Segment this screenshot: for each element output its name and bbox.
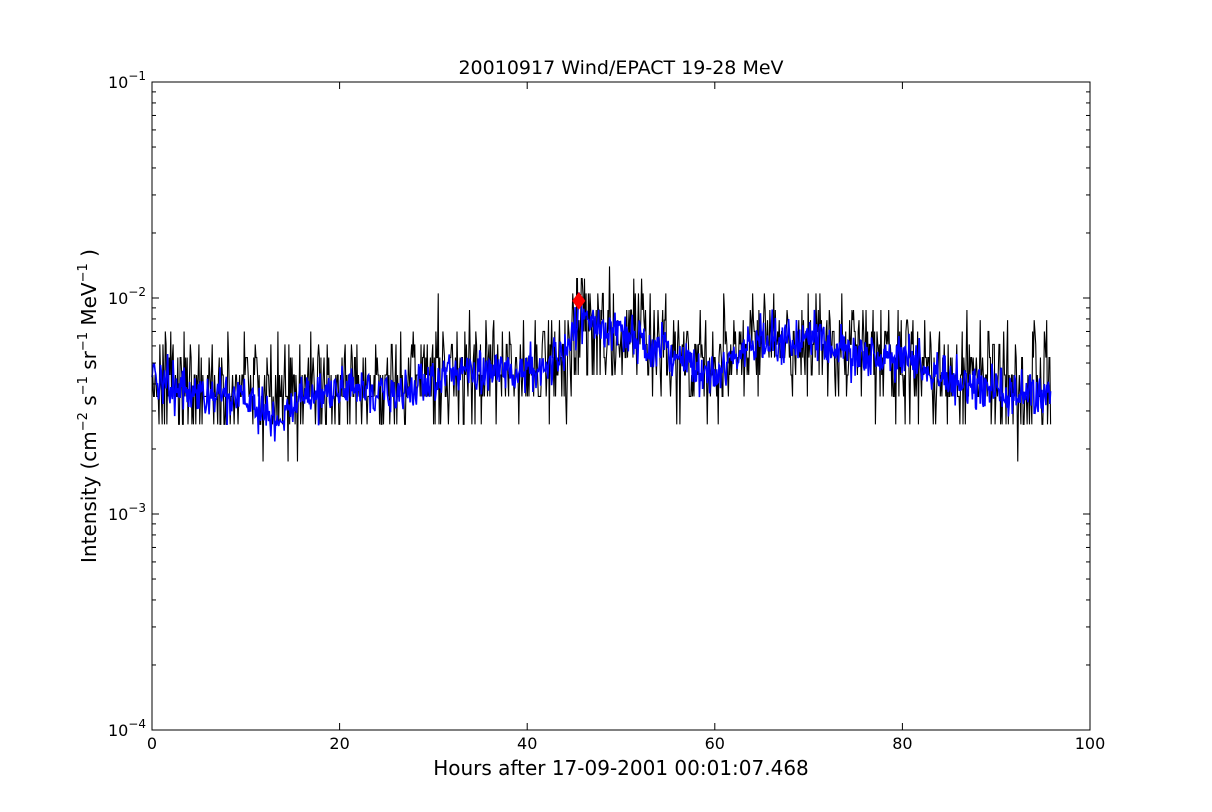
- x-tick-label: 100: [1075, 734, 1106, 753]
- chart-title: 20010917 Wind/EPACT 19-28 MeV: [458, 57, 783, 79]
- axes: 0 20 40 60 80 100 10−4 10−3 10−2 10−1: [108, 69, 1105, 753]
- axes-frame: [151, 81, 1091, 731]
- x-axis-label: Hours after 17-09-2001 00:01:07.468: [433, 756, 809, 780]
- plot-area: [151, 266, 1052, 462]
- y-axis-label-part2: s: [77, 395, 101, 412]
- y-tick-label: 10−1: [108, 69, 146, 92]
- y-axis-label-exp2: −1: [76, 376, 91, 395]
- y-axis-label-part5: ): [77, 249, 101, 263]
- x-tick-label: 20: [329, 734, 349, 753]
- y-axis-label-part3: sr: [77, 350, 101, 376]
- y-tick-label: 10−4: [108, 717, 146, 740]
- x-tick-label: 60: [705, 734, 725, 753]
- y-axis-label-exp4: −1: [76, 263, 91, 282]
- x-tick-label: 0: [147, 734, 157, 753]
- y-tick-label: 10−3: [108, 501, 146, 524]
- y-axis-label-exp1: −2: [76, 412, 91, 431]
- series-smoothed-line: [151, 292, 1052, 442]
- y-axis-label-exp3: −1: [76, 332, 91, 351]
- x-tick-label: 80: [892, 734, 912, 753]
- x-tick-label: 40: [517, 734, 537, 753]
- y-axis-label-main: Intensity (cm: [77, 431, 101, 563]
- y-tick-label: 10−2: [108, 285, 146, 308]
- y-axis-label-part4: MeV: [77, 282, 101, 332]
- y-axis-label: Intensity (cm−2 s−1 sr−1 MeV−1 ): [76, 249, 101, 563]
- event-marker: [572, 292, 586, 310]
